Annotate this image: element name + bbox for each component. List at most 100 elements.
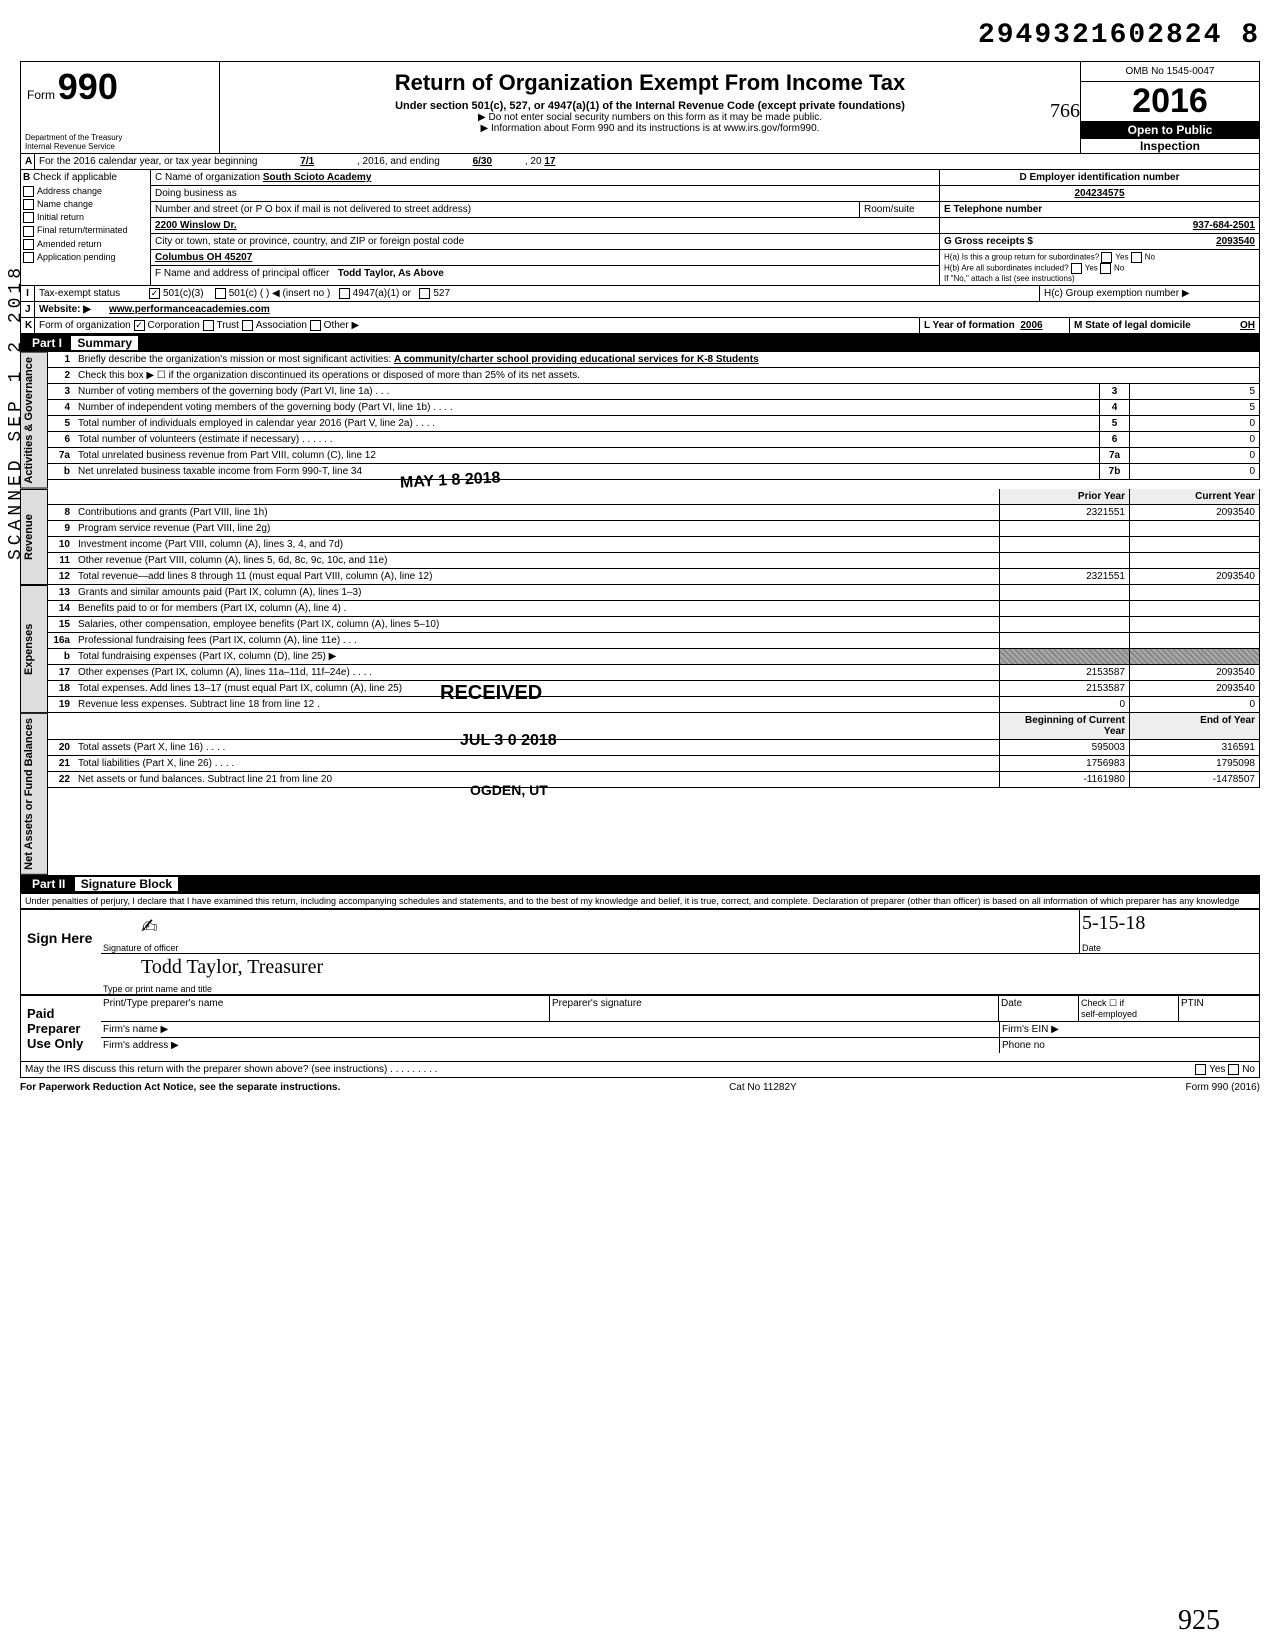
- line-desc: Net unrelated business taxable income fr…: [74, 464, 1099, 479]
- line-number: 17: [48, 665, 74, 680]
- other-label: Other ▶: [324, 320, 359, 331]
- check-if-label: Check ☐ if: [1081, 998, 1176, 1009]
- trust-checkbox[interactable]: [203, 320, 214, 331]
- line-value: 5: [1129, 400, 1259, 415]
- line-desc: Investment income (Part VIII, column (A)…: [74, 537, 999, 552]
- line-number: 6: [48, 432, 74, 447]
- 4947-checkbox[interactable]: [339, 288, 350, 299]
- 501c-checkbox[interactable]: [215, 288, 226, 299]
- line-desc: Total number of individuals employed in …: [74, 416, 1099, 431]
- city-label: City or town, state or province, country…: [151, 234, 939, 250]
- prior-value: [999, 585, 1129, 600]
- line-number: 8: [48, 505, 74, 520]
- b-item-checkbox[interactable]: [23, 199, 34, 210]
- summary-line: 4Number of independent voting members of…: [48, 400, 1260, 416]
- current-value: 316591: [1129, 740, 1259, 755]
- b-item-label: Name change: [37, 199, 93, 209]
- may-yes-checkbox[interactable]: [1195, 1064, 1206, 1075]
- prior-head: Prior Year: [999, 489, 1129, 504]
- b-item-checkbox[interactable]: [23, 239, 34, 250]
- yes-label-2: Yes: [1085, 264, 1098, 273]
- may-irs-row: May the IRS discuss this return with the…: [20, 1062, 1260, 1078]
- summary-line: 7aTotal unrelated business revenue from …: [48, 448, 1260, 464]
- line-number: 19: [48, 697, 74, 712]
- part1-header: Part I Summary: [20, 334, 1260, 352]
- b-item-checkbox[interactable]: [23, 212, 34, 223]
- cur-head: End of Year: [1129, 713, 1259, 739]
- assoc-checkbox[interactable]: [242, 320, 253, 331]
- form-word: Form: [27, 88, 55, 102]
- summary-group: Activities & Governance1Briefly describe…: [20, 352, 1260, 489]
- ptin-label: PTIN: [1179, 996, 1259, 1021]
- 501c3-checkbox[interactable]: [149, 288, 160, 299]
- group-body: 13Grants and similar amounts paid (Part …: [48, 585, 1260, 713]
- corp-checkbox[interactable]: [134, 320, 145, 331]
- hb-label: H(b) Are all subordinates included?: [944, 264, 1069, 273]
- current-value: [1129, 553, 1259, 568]
- line-desc: Briefly describe the organization's miss…: [74, 352, 1259, 367]
- summary-line: 8Contributions and grants (Part VIII, li…: [48, 505, 1260, 521]
- firm-ein-label: Firm's EIN ▶: [999, 1022, 1259, 1037]
- 501c-label: 501(c) (: [229, 288, 263, 299]
- ha-yes-checkbox[interactable]: [1101, 252, 1112, 263]
- may-no-checkbox[interactable]: [1228, 1064, 1239, 1075]
- other-checkbox[interactable]: [310, 320, 321, 331]
- shaded-cell: [1129, 649, 1259, 664]
- b-item-checkbox[interactable]: [23, 252, 34, 263]
- line-desc: Total unrelated business revenue from Pa…: [74, 448, 1099, 463]
- line-number: 14: [48, 601, 74, 616]
- footer-right: Form 990 (2016): [1186, 1082, 1260, 1093]
- current-value: 2093540: [1129, 665, 1259, 680]
- line-desc: Number of independent voting members of …: [74, 400, 1099, 415]
- dept-treasury: Department of the Treasury: [25, 133, 122, 142]
- ha-label: H(a) Is this a group return for subordin…: [944, 253, 1099, 262]
- b-item: Final return/terminated: [21, 224, 150, 237]
- part1-title: Summary: [71, 336, 138, 350]
- line-desc: Number of voting members of the governin…: [74, 384, 1099, 399]
- firm-addr-label: Firm's address ▶: [101, 1038, 999, 1053]
- page: 2949321602824 8 Form 990 Department of t…: [20, 20, 1260, 1093]
- dba-label: Doing business as: [155, 188, 237, 199]
- irs-label: Internal Revenue Service: [25, 142, 122, 151]
- footer: For Paperwork Reduction Act Notice, see …: [20, 1078, 1260, 1093]
- sign-date-label: Date: [1082, 943, 1101, 953]
- group-side-label: Expenses: [20, 585, 48, 713]
- summary-line: 15Salaries, other compensation, employee…: [48, 617, 1260, 633]
- b-item-checkbox[interactable]: [23, 186, 34, 197]
- label-a: A: [21, 154, 35, 169]
- line-box: 4: [1099, 400, 1129, 415]
- line-number: b: [48, 464, 74, 479]
- row-j: J Website: ▶ www.performanceacademies.co…: [20, 302, 1260, 318]
- current-value: 0: [1129, 697, 1259, 712]
- summary-line: 3Number of voting members of the governi…: [48, 384, 1260, 400]
- line-number: 7a: [48, 448, 74, 463]
- ha-no-checkbox[interactable]: [1131, 252, 1142, 263]
- paid-preparer-label: Paid Preparer Use Only: [21, 996, 101, 1061]
- summary-line: bTotal fundraising expenses (Part IX, co…: [48, 649, 1260, 665]
- summary-line: 22Net assets or fund balances. Subtract …: [48, 772, 1260, 788]
- b-item-checkbox[interactable]: [23, 226, 34, 237]
- prep-name-label: Print/Type preparer's name: [101, 996, 550, 1021]
- label-b: B: [23, 172, 30, 183]
- prior-value: -1161980: [999, 772, 1129, 787]
- hb-no-checkbox[interactable]: [1100, 263, 1111, 274]
- perjury-text: Under penalties of perjury, I declare th…: [20, 893, 1260, 909]
- line-number: 1: [48, 352, 74, 367]
- summary-line: 1Briefly describe the organization's mis…: [48, 352, 1260, 368]
- summary-line: 9Program service revenue (Part VIII, lin…: [48, 521, 1260, 537]
- row-i: I Tax-exempt status 501(c)(3) 501(c) ( )…: [20, 286, 1260, 302]
- line-number: b: [48, 649, 74, 664]
- firm-name-label: Firm's name ▶: [101, 1022, 999, 1037]
- end-month: 6/30: [443, 156, 522, 167]
- hb-yes-checkbox[interactable]: [1071, 263, 1082, 274]
- form-title: Return of Organization Exempt From Incom…: [226, 70, 1074, 96]
- website-label: Website: ▶: [35, 302, 105, 317]
- begin-date: 7/1: [260, 156, 354, 167]
- row-k: K Form of organization Corporation Trust…: [20, 318, 1260, 334]
- line-number: 12: [48, 569, 74, 584]
- sign-here-label: Sign Here: [21, 910, 101, 994]
- 527-checkbox[interactable]: [419, 288, 430, 299]
- current-value: -1478507: [1129, 772, 1259, 787]
- prior-head: Beginning of Current Year: [999, 713, 1129, 739]
- phone-value: 937-684-2501: [940, 218, 1259, 234]
